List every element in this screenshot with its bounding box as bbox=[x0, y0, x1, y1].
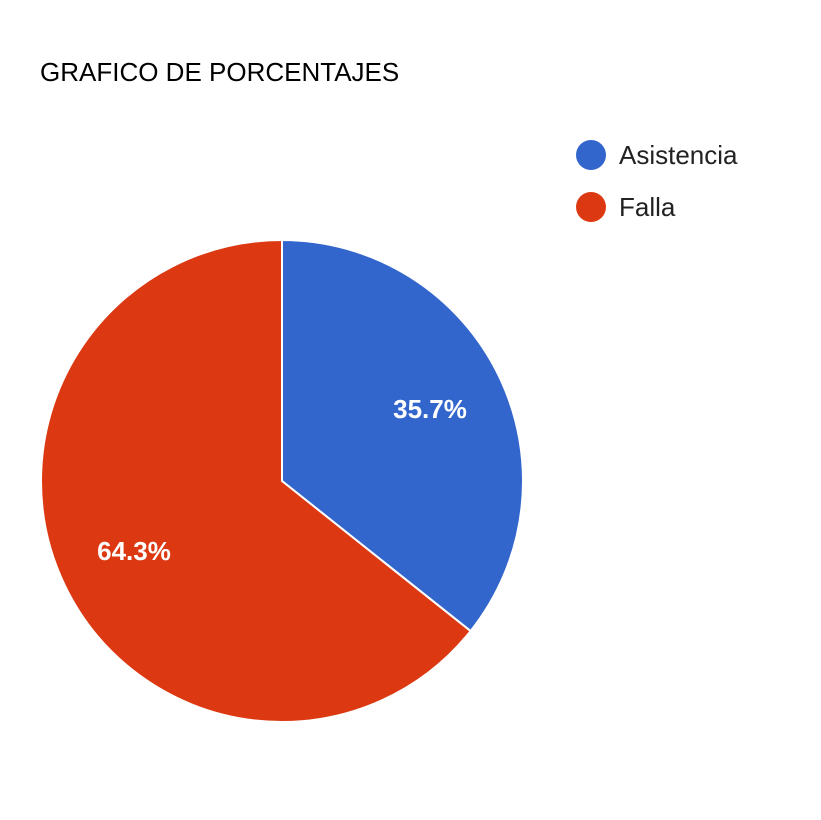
slice-label-falla: 64.3% bbox=[97, 536, 171, 566]
pie-slices bbox=[40, 238, 524, 723]
chart-title: GRAFICO DE PORCENTAJES bbox=[40, 57, 399, 87]
slice-label-asistencia: 35.7% bbox=[393, 394, 467, 424]
pie-slice-asistencia bbox=[281, 238, 524, 633]
pie-slice-falla bbox=[40, 238, 472, 723]
legend-label-falla: Falla bbox=[619, 192, 676, 222]
legend-swatch-asistencia bbox=[576, 140, 606, 170]
legend-label-asistencia: Asistencia bbox=[619, 140, 738, 170]
pie-slice-labels: 35.7% 64.3% bbox=[97, 394, 467, 566]
legend-swatch-falla bbox=[576, 192, 606, 222]
chart-legend: Asistencia Falla bbox=[576, 140, 738, 222]
